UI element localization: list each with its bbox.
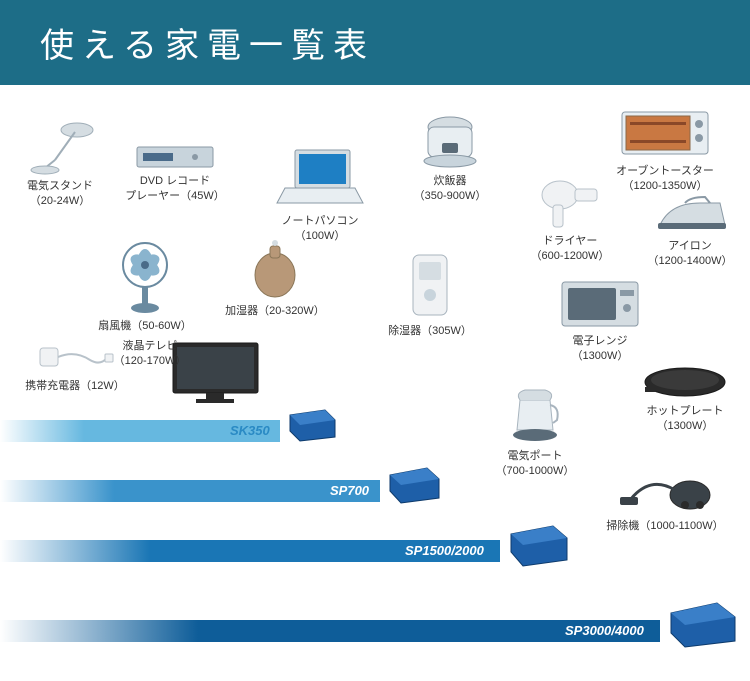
appliance-label: 加湿器（20-320W） bbox=[210, 304, 340, 319]
appliance-dehumidifier: 除湿器（305W） bbox=[370, 250, 490, 339]
bar-sp3000 bbox=[0, 620, 660, 642]
bar-label-sk350: SK350 bbox=[230, 423, 270, 438]
bar-label-sp700: SP700 bbox=[330, 483, 369, 498]
inverter-sk350-icon bbox=[285, 405, 340, 443]
appliance-fan: 扇風機（50-60W） bbox=[85, 240, 205, 334]
appliance-dvd-player: DVD レコード プレーヤー（45W） bbox=[115, 145, 235, 205]
laptop-icon bbox=[275, 145, 365, 210]
appliance-label: 電気ポート （700-1000W） bbox=[480, 449, 590, 480]
appliance-desk-lamp: 電気スタンド （20-24W） bbox=[15, 120, 105, 210]
hot-plate-icon bbox=[643, 365, 728, 400]
bar-sp700 bbox=[0, 480, 380, 502]
dvd-player-icon bbox=[135, 145, 215, 170]
phone-charger-icon bbox=[35, 340, 115, 375]
kettle-icon bbox=[505, 385, 565, 445]
appliance-vacuum: 掃除機（1000-1100W） bbox=[590, 455, 740, 534]
appliance-humidifier: 加湿器（20-320W） bbox=[210, 240, 340, 319]
appliance-label: 電子レンジ （1300W） bbox=[545, 334, 655, 365]
appliance-label: 携帯充電器（12W） bbox=[15, 379, 135, 394]
inverter-sp3000-icon bbox=[665, 597, 743, 649]
appliance-laptop: ノートパソコン （100W） bbox=[260, 145, 380, 245]
appliance-label: 炊飯器 （350-900W） bbox=[400, 174, 500, 205]
appliance-label: ホットプレート （1300W） bbox=[630, 404, 740, 435]
page-header: 使える家電一覧表 bbox=[0, 0, 750, 85]
humidifier-icon bbox=[248, 240, 303, 300]
rice-cooker-icon bbox=[420, 115, 480, 170]
appliance-label: 電気スタンド （20-24W） bbox=[15, 179, 105, 210]
appliance-hot-plate: ホットプレート （1300W） bbox=[630, 365, 740, 435]
vacuum-icon bbox=[615, 455, 715, 515]
inverter-sp700-icon bbox=[385, 463, 445, 505]
appliance-label: 液晶テレビ （120-170W） bbox=[110, 339, 190, 370]
appliance-hair-dryer: ドライヤー （600-1200W） bbox=[520, 175, 620, 265]
appliance-rice-cooker: 炊飯器 （350-900W） bbox=[400, 115, 500, 205]
microwave-icon bbox=[560, 280, 640, 330]
appliance-microwave: 電子レンジ （1300W） bbox=[545, 280, 655, 365]
fan-icon bbox=[113, 240, 178, 315]
hair-dryer-icon bbox=[535, 175, 605, 230]
inverter-sp1500-icon bbox=[505, 520, 575, 568]
appliance-label: 掃除機（1000-1100W） bbox=[590, 519, 740, 534]
appliance-label: 扇風機（50-60W） bbox=[85, 319, 205, 334]
toaster-oven-icon bbox=[620, 110, 710, 160]
appliance-label: DVD レコード プレーヤー（45W） bbox=[115, 174, 235, 205]
appliance-iron: アイロン （1200-1400W） bbox=[635, 195, 745, 270]
iron-icon bbox=[650, 195, 730, 235]
desk-lamp-icon bbox=[25, 120, 95, 175]
dehumidifier-icon bbox=[405, 250, 455, 320]
appliance-electric-kettle: 電気ポート （700-1000W） bbox=[480, 385, 590, 480]
bar-label-sp3000: SP3000/4000 bbox=[565, 623, 644, 638]
bar-label-sp1500: SP1500/2000 bbox=[405, 543, 484, 558]
appliance-label: アイロン （1200-1400W） bbox=[635, 239, 745, 270]
infographic-canvas: 電気スタンド （20-24W） DVD レコード プレーヤー（45W） ノートパ… bbox=[0, 85, 750, 668]
page-title: 使える家電一覧表 bbox=[40, 27, 375, 65]
appliance-label: ドライヤー （600-1200W） bbox=[520, 234, 620, 265]
appliance-label: 除湿器（305W） bbox=[370, 324, 490, 339]
